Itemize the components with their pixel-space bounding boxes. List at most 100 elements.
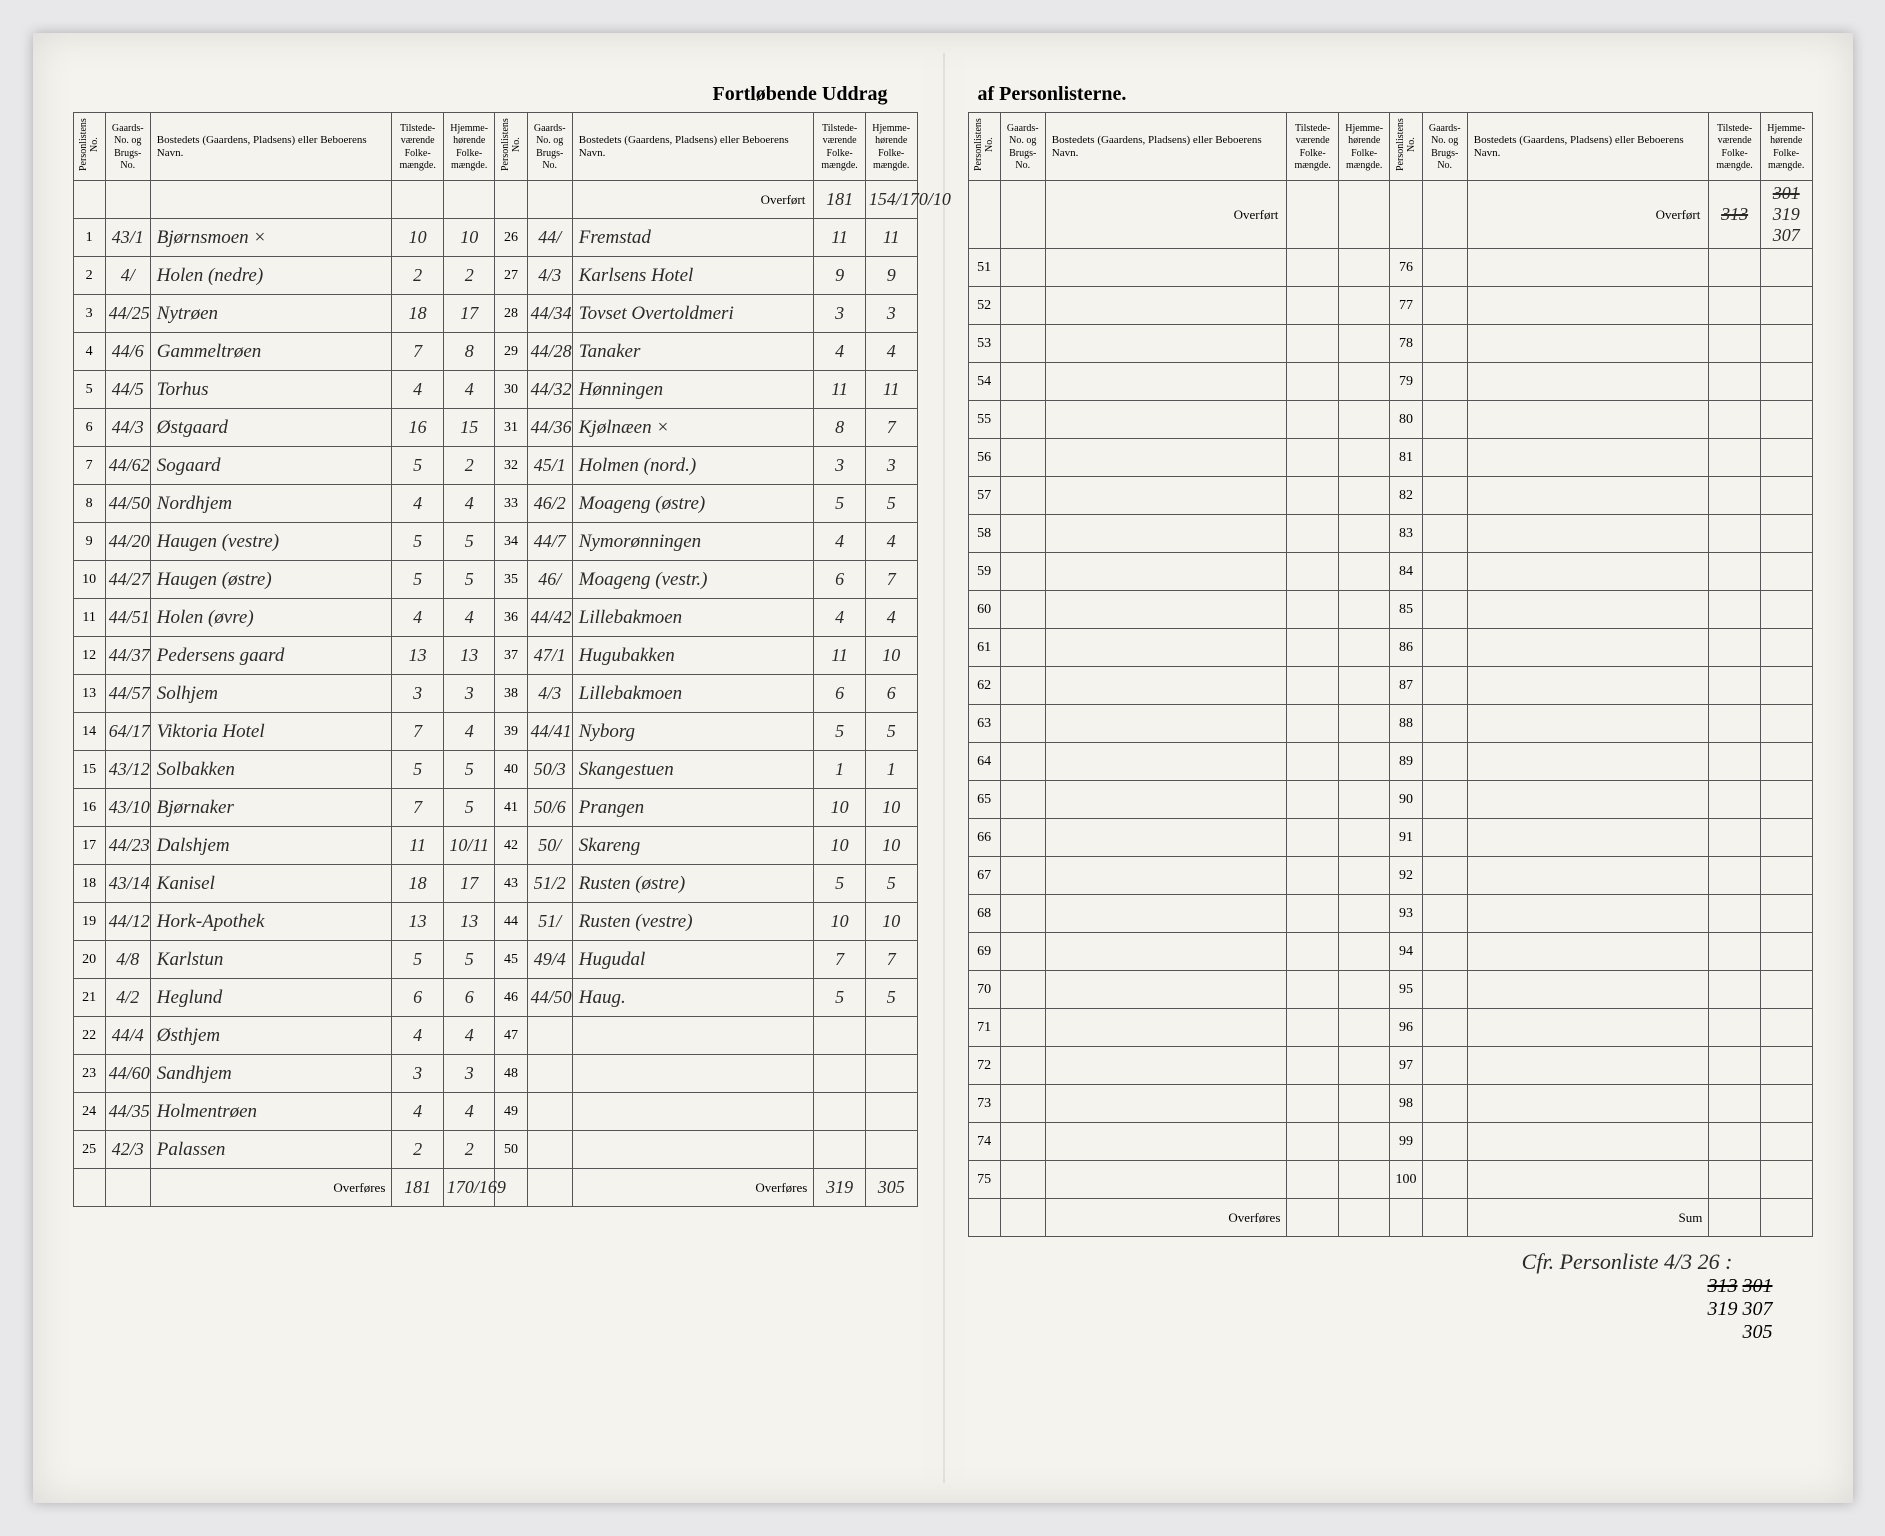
hjem — [1338, 249, 1390, 287]
table-row: 1944/12Hork-Apothek13134451/Rusten (vest… — [73, 903, 917, 941]
row-num: 74 — [968, 1123, 1000, 1161]
row-num: 82 — [1390, 477, 1422, 515]
blank — [1390, 181, 1422, 249]
gn — [1422, 1009, 1467, 1047]
tilst — [1709, 743, 1761, 781]
hjem: 5 — [865, 865, 917, 903]
overfort-t: 181 — [814, 181, 866, 219]
hjem: 10 — [865, 789, 917, 827]
name: Tovset Overtoldmeri — [572, 295, 814, 333]
row-num: 65 — [968, 781, 1000, 819]
table-row: 6388 — [968, 705, 1812, 743]
blank — [105, 181, 150, 219]
tilst: 10 — [814, 789, 866, 827]
tilst — [1709, 819, 1761, 857]
hjem — [1338, 705, 1390, 743]
gn — [527, 1055, 572, 1093]
name — [1045, 439, 1287, 477]
table-row: 204/8Karlstun554549/4Hugudal77 — [73, 941, 917, 979]
name — [1045, 895, 1287, 933]
row-num: 45 — [495, 941, 527, 979]
footer-note: Cfr. Personliste 4/3 26 : — [968, 1249, 1813, 1275]
ledger-frame: Fortløbende Uddrag Personlistens No. Gaa… — [33, 33, 1853, 1503]
hjem: 13 — [443, 637, 495, 675]
row-num: 4 — [73, 333, 105, 371]
hjem — [1760, 895, 1812, 933]
name — [1045, 857, 1287, 895]
gn: 44/7 — [527, 523, 572, 561]
hjem — [865, 1093, 917, 1131]
table-row: 5883 — [968, 515, 1812, 553]
right-table: Personlistens No. Gaards-No. og Brugs-No… — [968, 112, 1813, 1237]
row-num: 54 — [968, 363, 1000, 401]
name: Nytrøen — [150, 295, 392, 333]
name: Dalshjem — [150, 827, 392, 865]
row-num: 28 — [495, 295, 527, 333]
gn — [1000, 591, 1045, 629]
row-num: 24 — [73, 1093, 105, 1131]
gn — [1000, 857, 1045, 895]
table-row: 6489 — [968, 743, 1812, 781]
row-num: 16 — [73, 789, 105, 827]
hjem — [1760, 249, 1812, 287]
gn — [1000, 553, 1045, 591]
hjem — [1760, 439, 1812, 477]
gn — [1422, 249, 1467, 287]
blank — [527, 1169, 572, 1207]
hjem: 7 — [865, 409, 917, 447]
row-num: 57 — [968, 477, 1000, 515]
gn — [1422, 439, 1467, 477]
gn: 49/4 — [527, 941, 572, 979]
gn: 44/4 — [105, 1017, 150, 1055]
name — [1467, 933, 1709, 971]
tilst: 4 — [814, 333, 866, 371]
name — [1045, 591, 1287, 629]
hjem: 4 — [443, 371, 495, 409]
row-num: 32 — [495, 447, 527, 485]
hjem — [1338, 933, 1390, 971]
tilst — [1709, 401, 1761, 439]
gn — [1000, 895, 1045, 933]
name: Holen (øvre) — [150, 599, 392, 637]
hjem: 2 — [443, 447, 495, 485]
row-num: 38 — [495, 675, 527, 713]
sum-label: Sum — [1467, 1199, 1709, 1237]
tilst — [1287, 743, 1339, 781]
row-num: 30 — [495, 371, 527, 409]
name — [1045, 971, 1287, 1009]
tilst — [814, 1017, 866, 1055]
hjem — [1760, 819, 1812, 857]
row-num: 1 — [73, 219, 105, 257]
overfort-label: Overført — [1045, 181, 1287, 249]
name — [1045, 1047, 1287, 1085]
tilst: 1 — [814, 751, 866, 789]
sum-h: 305 — [865, 1169, 917, 1207]
tilst — [1709, 1047, 1761, 1085]
gn — [1422, 515, 1467, 553]
row-num: 68 — [968, 895, 1000, 933]
tilst — [1287, 629, 1339, 667]
gn: 44/51 — [105, 599, 150, 637]
name — [1467, 1009, 1709, 1047]
name — [1467, 1047, 1709, 1085]
table-row: 1044/27Haugen (østre)553546/Moageng (ves… — [73, 561, 917, 599]
name — [1045, 1123, 1287, 1161]
hjem — [1338, 325, 1390, 363]
table-row: 7095 — [968, 971, 1812, 1009]
tilst: 5 — [814, 865, 866, 903]
hjem: 11 — [865, 371, 917, 409]
hjem: 5 — [443, 789, 495, 827]
overfort-label: Overført — [1467, 181, 1709, 249]
name — [1045, 629, 1287, 667]
name — [1045, 477, 1287, 515]
table-row: 1643/10Bjørnaker754150/6Prangen1010 — [73, 789, 917, 827]
tilst — [1287, 1047, 1339, 1085]
row-num: 46 — [495, 979, 527, 1017]
table-row: 214/2Heglund664644/50Haug.55 — [73, 979, 917, 1017]
col-name2: Bostedets (Gaardens, Pladsens) eller Beb… — [572, 113, 814, 181]
hjem — [1760, 553, 1812, 591]
row-num: 22 — [73, 1017, 105, 1055]
gn — [1422, 1085, 1467, 1123]
gn: 47/1 — [527, 637, 572, 675]
gn — [1422, 287, 1467, 325]
